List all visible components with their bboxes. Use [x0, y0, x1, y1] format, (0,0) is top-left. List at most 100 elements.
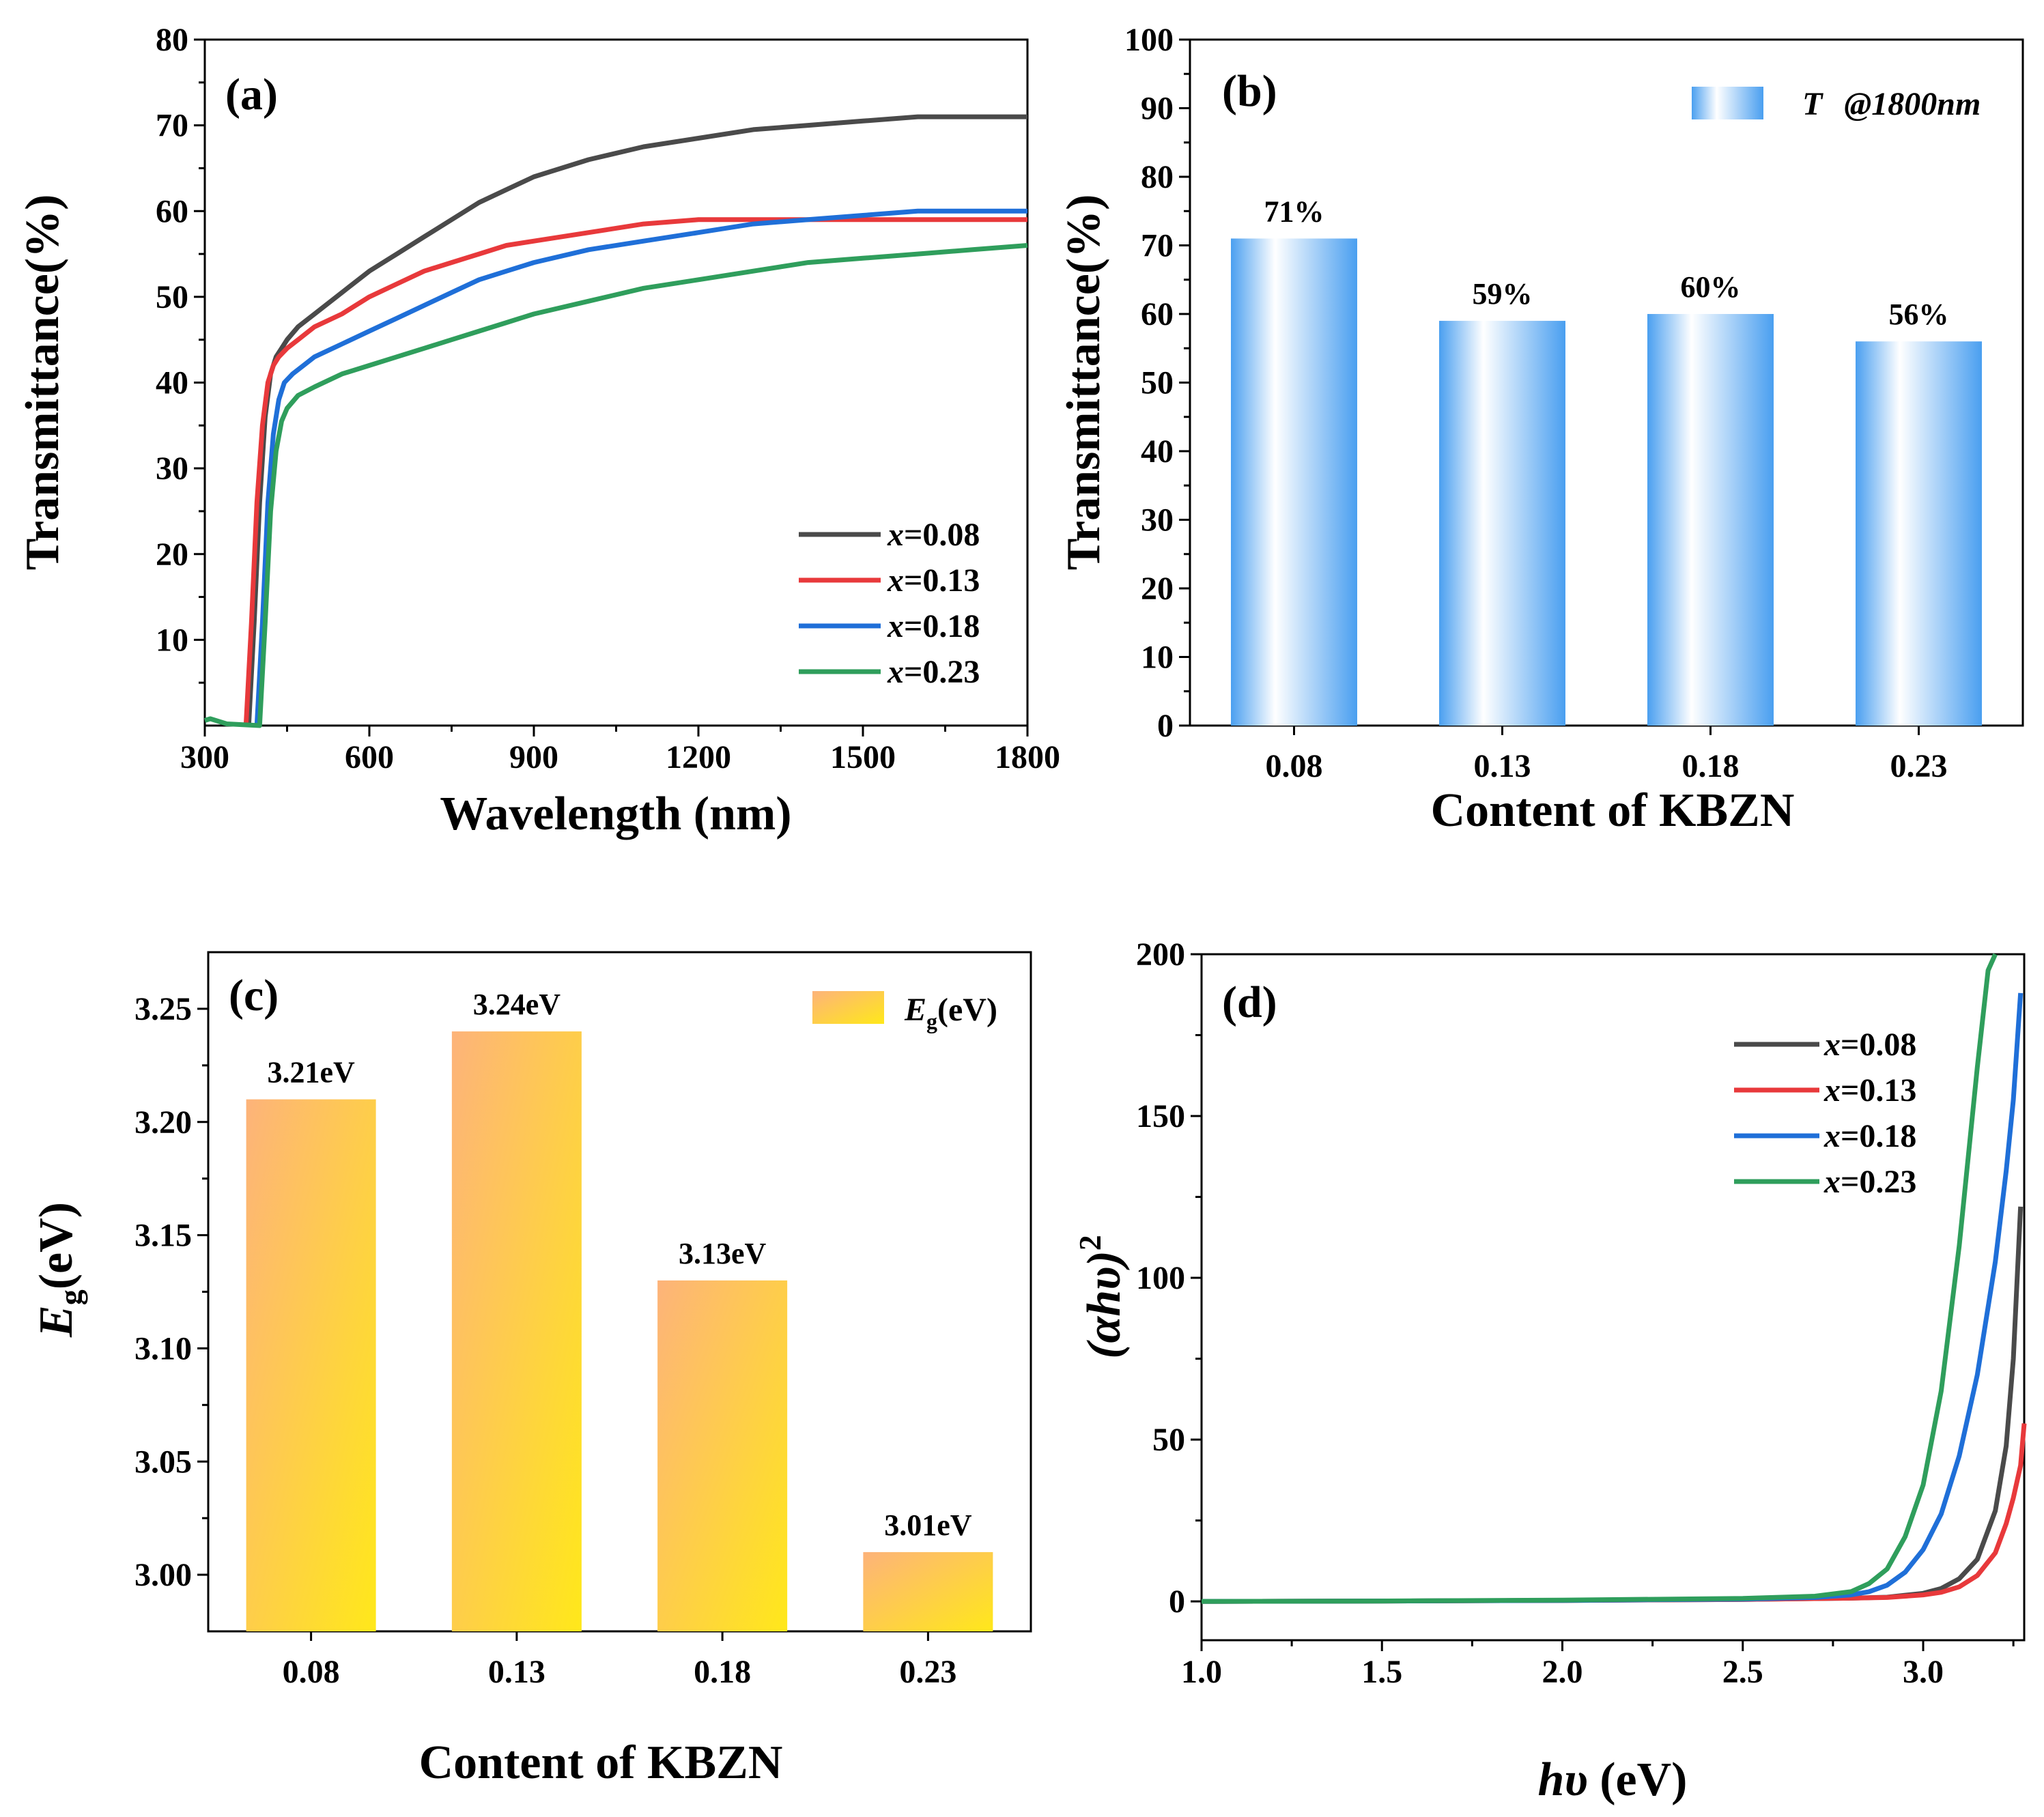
panel-b-ytick-label: 40: [1141, 433, 1174, 470]
panel-b-ytick-label: 10: [1141, 640, 1174, 676]
panel-b-xtick-label: 0.18: [1682, 748, 1740, 784]
panel-c-legend-rest: (eV): [937, 992, 997, 1028]
panel-c-ylabel-main: E: [30, 1305, 83, 1338]
panel-b-transmittance-bars: 0 10 20 30 40 50 60 70 80 90 100 0.08 0.13 0.18 0.23 7…: [1058, 22, 2024, 837]
panel-c-ytick-label: 3.25: [134, 991, 192, 1027]
panel-a-legend-entry: x=0.08: [887, 517, 980, 553]
panel-b-legend-swatch: [1692, 87, 1763, 119]
panel-d-label: (d): [1222, 977, 1277, 1027]
panel-a-ticks: 300 600 900 1200 1500 1800 10 20 30 40 50 60 70 80: [156, 22, 1060, 775]
panel-d-legend-value: =0.18: [1841, 1118, 1916, 1154]
panel-c-value-label: 3.01eV: [884, 1508, 972, 1542]
panel-c-xtick-label: 0.18: [694, 1654, 751, 1690]
panel-d-legend-value: =0.23: [1841, 1164, 1916, 1200]
panel-c-bars: 3.21eV 3.24eV 3.13eV 3.01eV: [246, 988, 993, 1631]
panel-d-plot-frame: [1200, 953, 2026, 1642]
panel-d-ytick-label: 100: [1136, 1260, 1185, 1296]
panel-b-bars: 71% 59% 60% 56%: [1231, 195, 1982, 726]
panel-a-ytick-label: 80: [156, 22, 188, 58]
panel-a-ytick-label: 60: [156, 193, 188, 229]
panel-b-xlabel: Content of KBZN: [1431, 784, 1795, 837]
panel-a-legend-var: x: [887, 562, 904, 599]
panel-c-bar-0.13: [451, 1031, 582, 1631]
panel-d-legend-var: x: [1823, 1072, 1841, 1108]
panel-a-legend-entry: x=0.23: [887, 654, 980, 690]
panel-c-xtick-label: 0.13: [488, 1654, 545, 1690]
panel-a-xtick-label: 900: [509, 739, 558, 775]
panel-d-xtick-label: 2.5: [1722, 1654, 1763, 1690]
panel-d-series-x=0.23: [1201, 953, 1998, 1604]
svg-text:Eg(eV): Eg(eV): [904, 992, 997, 1033]
panel-c-ticks: 3.00 3.05 3.10 3.15 3.20 3.25 0.08 0.13 0.18 0.23: [134, 991, 956, 1690]
panel-b-ytick-label: 100: [1124, 22, 1174, 58]
panel-d-legend-entry: x=0.23: [1823, 1164, 1916, 1200]
panel-d-legend: x=0.08x=0.13x=0.18x=0.23: [1734, 1027, 1916, 1200]
panel-b-ticks: 0 10 20 30 40 50 60 70 80 90 100 0.08 0.13 0.18 0.23: [1124, 22, 1948, 784]
panel-d-xtick-label: 3.0: [1903, 1654, 1944, 1690]
panel-c-bandgap-bars: 3.00 3.05 3.10 3.15 3.20 3.25 0.08 0.13 0.18 0.23…: [30, 951, 1032, 1789]
panel-b-bar-0.13: [1439, 321, 1565, 726]
panel-d-xtick-label: 2.0: [1542, 1654, 1583, 1690]
panel-a-legend-value: =0.08: [904, 517, 980, 553]
panel-c-value-label: 3.24eV: [473, 988, 561, 1021]
panel-c-ylabel: Eg(eV): [30, 1202, 88, 1338]
panel-c-xlabel: Content of KBZN: [419, 1736, 783, 1789]
panel-c-ytick-label: 3.05: [134, 1444, 192, 1480]
panel-b-ylabel: Transmittance(%): [1058, 195, 1110, 571]
panel-d-legend-var: x: [1823, 1118, 1841, 1154]
panel-a-ytick-label: 20: [156, 536, 188, 573]
panel-b-bar-0.08: [1231, 238, 1357, 726]
panel-c-label: (c): [229, 971, 279, 1020]
panel-d-legend-entry: x=0.18: [1823, 1118, 1916, 1154]
panel-b-ytick-label: 80: [1141, 159, 1174, 195]
panel-b-ytick-label: 20: [1141, 571, 1174, 607]
panel-c-value-label: 3.13eV: [679, 1237, 767, 1270]
panel-d-legend-var: x: [1823, 1164, 1841, 1200]
panel-b-value-label: 60%: [1681, 270, 1741, 304]
panel-c-bar-0.23: [863, 1551, 993, 1631]
panel-a-legend-value: =0.18: [904, 608, 980, 644]
panel-d-series-x=0.08: [1201, 1206, 2024, 1604]
panel-a-xtick-label: 300: [180, 739, 229, 775]
panel-a-ytick-label: 70: [156, 108, 188, 144]
panel-a-xtick-label: 1200: [666, 739, 731, 775]
panel-a-series-lines: [203, 114, 1028, 728]
panel-c-xtick-label: 0.08: [283, 1654, 340, 1690]
panel-a-legend-var: x: [887, 654, 904, 690]
panel-d-ytick-label: 150: [1136, 1098, 1185, 1134]
panel-a-xlabel: Wavelength (nm): [440, 788, 791, 840]
panel-d-series-lines: [1201, 953, 2027, 1604]
panel-d-ytick-label: 0: [1169, 1584, 1185, 1620]
panel-a-label: (a): [225, 70, 278, 119]
panel-a-legend-entry: x=0.13: [887, 562, 980, 599]
panel-d-xlabel-var: hυ: [1538, 1754, 1588, 1806]
panel-a-ytick-label: 30: [156, 450, 188, 487]
panel-d-xlabel: hυ (eV): [1538, 1754, 1688, 1806]
panel-b-ytick-label: 60: [1141, 296, 1174, 332]
panel-c-value-label: 3.21eV: [267, 1056, 355, 1089]
panel-b-ytick-label: 70: [1141, 228, 1174, 264]
panel-b-ytick-label: 30: [1141, 502, 1174, 539]
panel-a-legend-var: x: [887, 517, 904, 553]
panel-b-ytick-label: 0: [1157, 708, 1174, 744]
panel-c-ytick-label: 3.15: [134, 1218, 192, 1254]
panel-d-legend-var: x: [1823, 1027, 1841, 1063]
panel-d-ylabel-sup: 2: [1073, 1235, 1107, 1250]
panel-a-xtick-label: 1500: [830, 739, 896, 775]
panel-d-xlabel-rest: (eV): [1588, 1754, 1688, 1806]
panel-c-legend-swatch: [812, 991, 884, 1024]
panel-a-legend-var: x: [887, 608, 904, 644]
panel-d-ylabel: (αhυ)2: [1073, 1235, 1131, 1359]
panel-d-xtick-label: 1.0: [1181, 1654, 1222, 1690]
panel-d-legend-value: =0.13: [1841, 1072, 1916, 1108]
panel-d-ticks: 1.0 1.5 2.0 2.5 3.0 0 50 100 150 200: [1136, 936, 2015, 1690]
panel-a-ytick-label: 50: [156, 279, 188, 315]
panel-c-legend-sub: g: [926, 1009, 937, 1033]
panel-c-legend: Eg(eV): [812, 991, 997, 1033]
panel-b-ytick-label: 50: [1141, 365, 1174, 401]
panel-d-legend-entry: x=0.08: [1823, 1027, 1916, 1063]
panel-a-series-x=0.13: [243, 217, 1027, 726]
panel-a-xtick-label: 600: [345, 739, 394, 775]
panel-b-legend-var: T: [1802, 86, 1823, 122]
